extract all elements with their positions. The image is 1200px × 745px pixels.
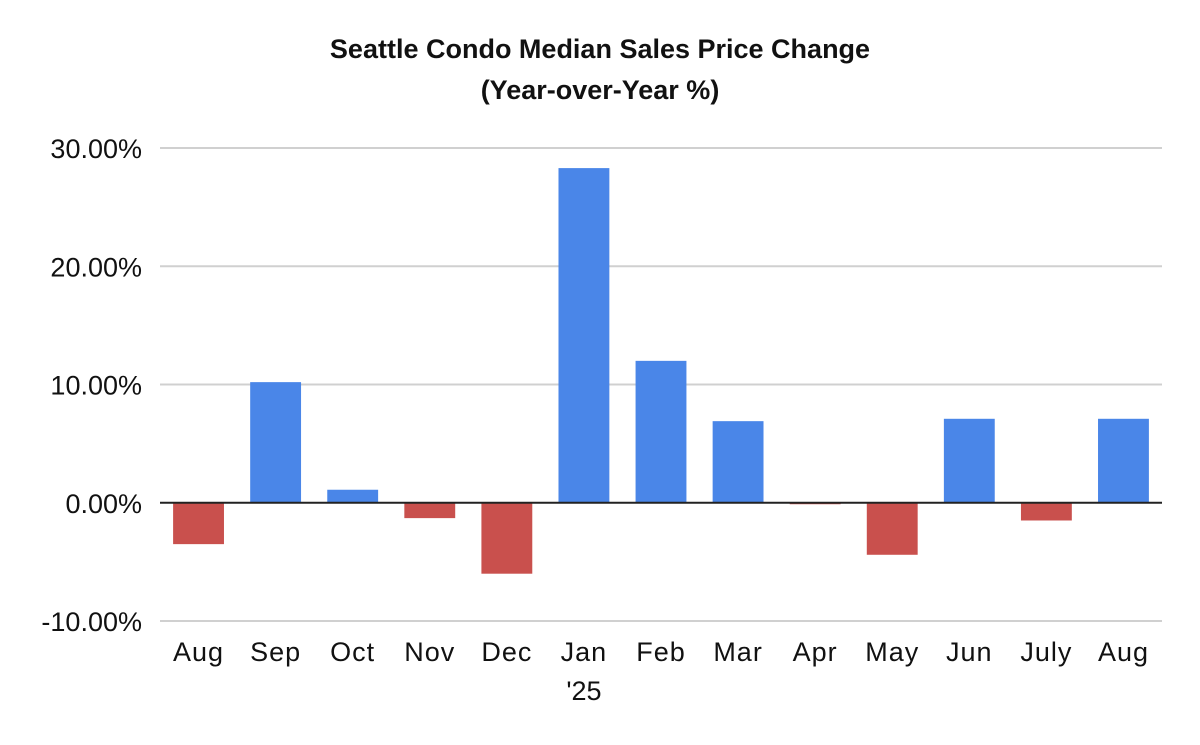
bar-sep-1	[250, 382, 302, 503]
bar-mar-7	[712, 421, 764, 503]
bar-aug-0	[173, 502, 224, 545]
x-tick-label: Dec	[481, 637, 532, 667]
x-tick-label: Nov	[404, 637, 455, 667]
bar-aug-12	[1098, 418, 1149, 503]
tick-labels: -10.00% 0.00% 10.00% 20.00% 30.00% Aug Sep Oct N…	[41, 134, 1149, 706]
x-tick-label: Apr	[793, 637, 838, 667]
x-tick-label: Sep	[250, 637, 301, 667]
bars	[173, 168, 1149, 574]
chart-title: Seattle Condo Median Sales Price Change	[329, 34, 871, 64]
bar-july-11	[1020, 502, 1072, 521]
x-tick-sublabel: '25	[566, 676, 601, 706]
y-tick-label: 30.00%	[50, 134, 142, 164]
x-tick-label: Oct	[330, 637, 375, 667]
x-tick-label: July	[1020, 637, 1072, 667]
x-tick-label: Aug	[1098, 637, 1149, 667]
bar-oct-2	[327, 489, 379, 503]
x-tick-label: Feb	[636, 637, 686, 667]
x-tick-label: Jan	[561, 637, 608, 667]
bar-may-9	[866, 502, 918, 555]
y-tick-label: 10.00%	[50, 371, 142, 401]
x-tick-label: Jun	[946, 637, 993, 667]
y-tick-label: 20.00%	[50, 252, 142, 282]
bar-dec-4	[481, 502, 533, 574]
bar-jun-10	[943, 418, 995, 503]
bar-nov-3	[404, 502, 456, 519]
y-tick-label: -10.00%	[41, 607, 142, 637]
x-tick-label: May	[865, 637, 919, 667]
bar-jan-5	[558, 168, 610, 503]
bar-feb-6	[635, 360, 687, 503]
gridlines	[160, 147, 1162, 622]
chart-subtitle: (Year-over-Year %)	[480, 75, 720, 105]
x-tick-label: Mar	[713, 637, 763, 667]
x-tick-label: Aug	[173, 637, 224, 667]
y-tick-label: 0.00%	[65, 489, 142, 519]
